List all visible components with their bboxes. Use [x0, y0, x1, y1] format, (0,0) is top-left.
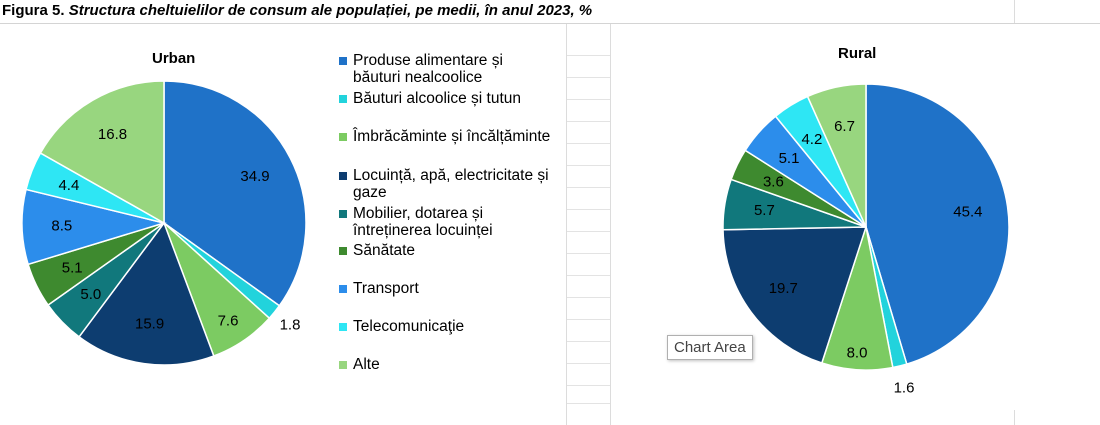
pie-slice-urban-housing[interactable] — [78, 221, 215, 366]
data-label-rural-housing: 19.7 — [769, 280, 798, 297]
chart-title-urban: Urban — [152, 50, 196, 67]
figure-title: Figura 5. Structura cheltuielilor de con… — [2, 2, 592, 19]
legend-swatch — [339, 57, 347, 65]
data-label-urban-transport: 8.5 — [51, 217, 72, 234]
data-label-urban-health: 5.1 — [62, 260, 83, 277]
data-label-urban-telecom: 4.4 — [58, 177, 79, 194]
pie-slice-rural-other[interactable] — [806, 83, 867, 228]
data-label-rural-transport: 5.1 — [779, 150, 800, 167]
figure-label: Figura 5. — [2, 2, 65, 19]
legend-swatch — [339, 247, 347, 255]
data-label-rural-food: 45.4 — [953, 204, 982, 221]
data-label-rural-furnishings: 5.7 — [754, 202, 775, 219]
legend-label: Locuință, apă, electricitate și gaze — [353, 167, 549, 201]
legend-swatch — [339, 95, 347, 103]
legend-label: Transport — [353, 280, 419, 297]
chart-title-rural: Rural — [838, 45, 877, 62]
data-label-urban-clothing: 7.6 — [218, 313, 239, 330]
data-label-rural-health: 3.6 — [763, 174, 784, 191]
legend-label: Sănătate — [353, 242, 416, 259]
legend-swatch — [339, 210, 347, 218]
chart-area-tooltip: Chart Area — [667, 335, 753, 360]
pie-slice-urban-food[interactable] — [163, 80, 307, 307]
pie-slice-rural-food[interactable] — [865, 83, 1010, 366]
data-label-urban-alcohol-tobacco: 1.8 — [280, 317, 301, 334]
data-label-urban-food: 34.9 — [240, 168, 269, 185]
legend-label: Alte — [353, 356, 380, 373]
pie-slice-urban-other[interactable] — [39, 80, 165, 225]
data-label-rural-other: 6.7 — [834, 118, 855, 135]
legend-swatch — [339, 172, 347, 180]
legend-label: Îmbrăcăminte și încălțăminte — [353, 128, 551, 145]
data-label-rural-telecom: 4.2 — [801, 131, 822, 148]
legend-label: Băuturi alcoolice și tutun — [353, 90, 522, 107]
pie-slice-rural-housing[interactable] — [722, 226, 868, 364]
data-label-urban-furnishings: 5.0 — [80, 286, 101, 303]
legend-swatch — [339, 323, 347, 331]
figure-title-text: Structura cheltuielilor de consum ale po… — [68, 2, 593, 19]
data-label-rural-alcohol-tobacco: 1.6 — [894, 380, 915, 397]
legend-label: Produse alimentare și băuturi nealcoolic… — [353, 52, 503, 86]
legend-swatch — [339, 285, 347, 293]
data-label-rural-clothing: 8.0 — [847, 345, 868, 362]
data-label-urban-other: 16.8 — [98, 126, 127, 143]
legend-swatch — [339, 133, 347, 141]
data-label-urban-housing: 15.9 — [135, 316, 164, 333]
legend-swatch — [339, 361, 347, 369]
legend-label: Mobilier, dotarea și întreținerea locuin… — [353, 205, 493, 239]
legend-label: Telecomunicaţie — [353, 318, 465, 335]
